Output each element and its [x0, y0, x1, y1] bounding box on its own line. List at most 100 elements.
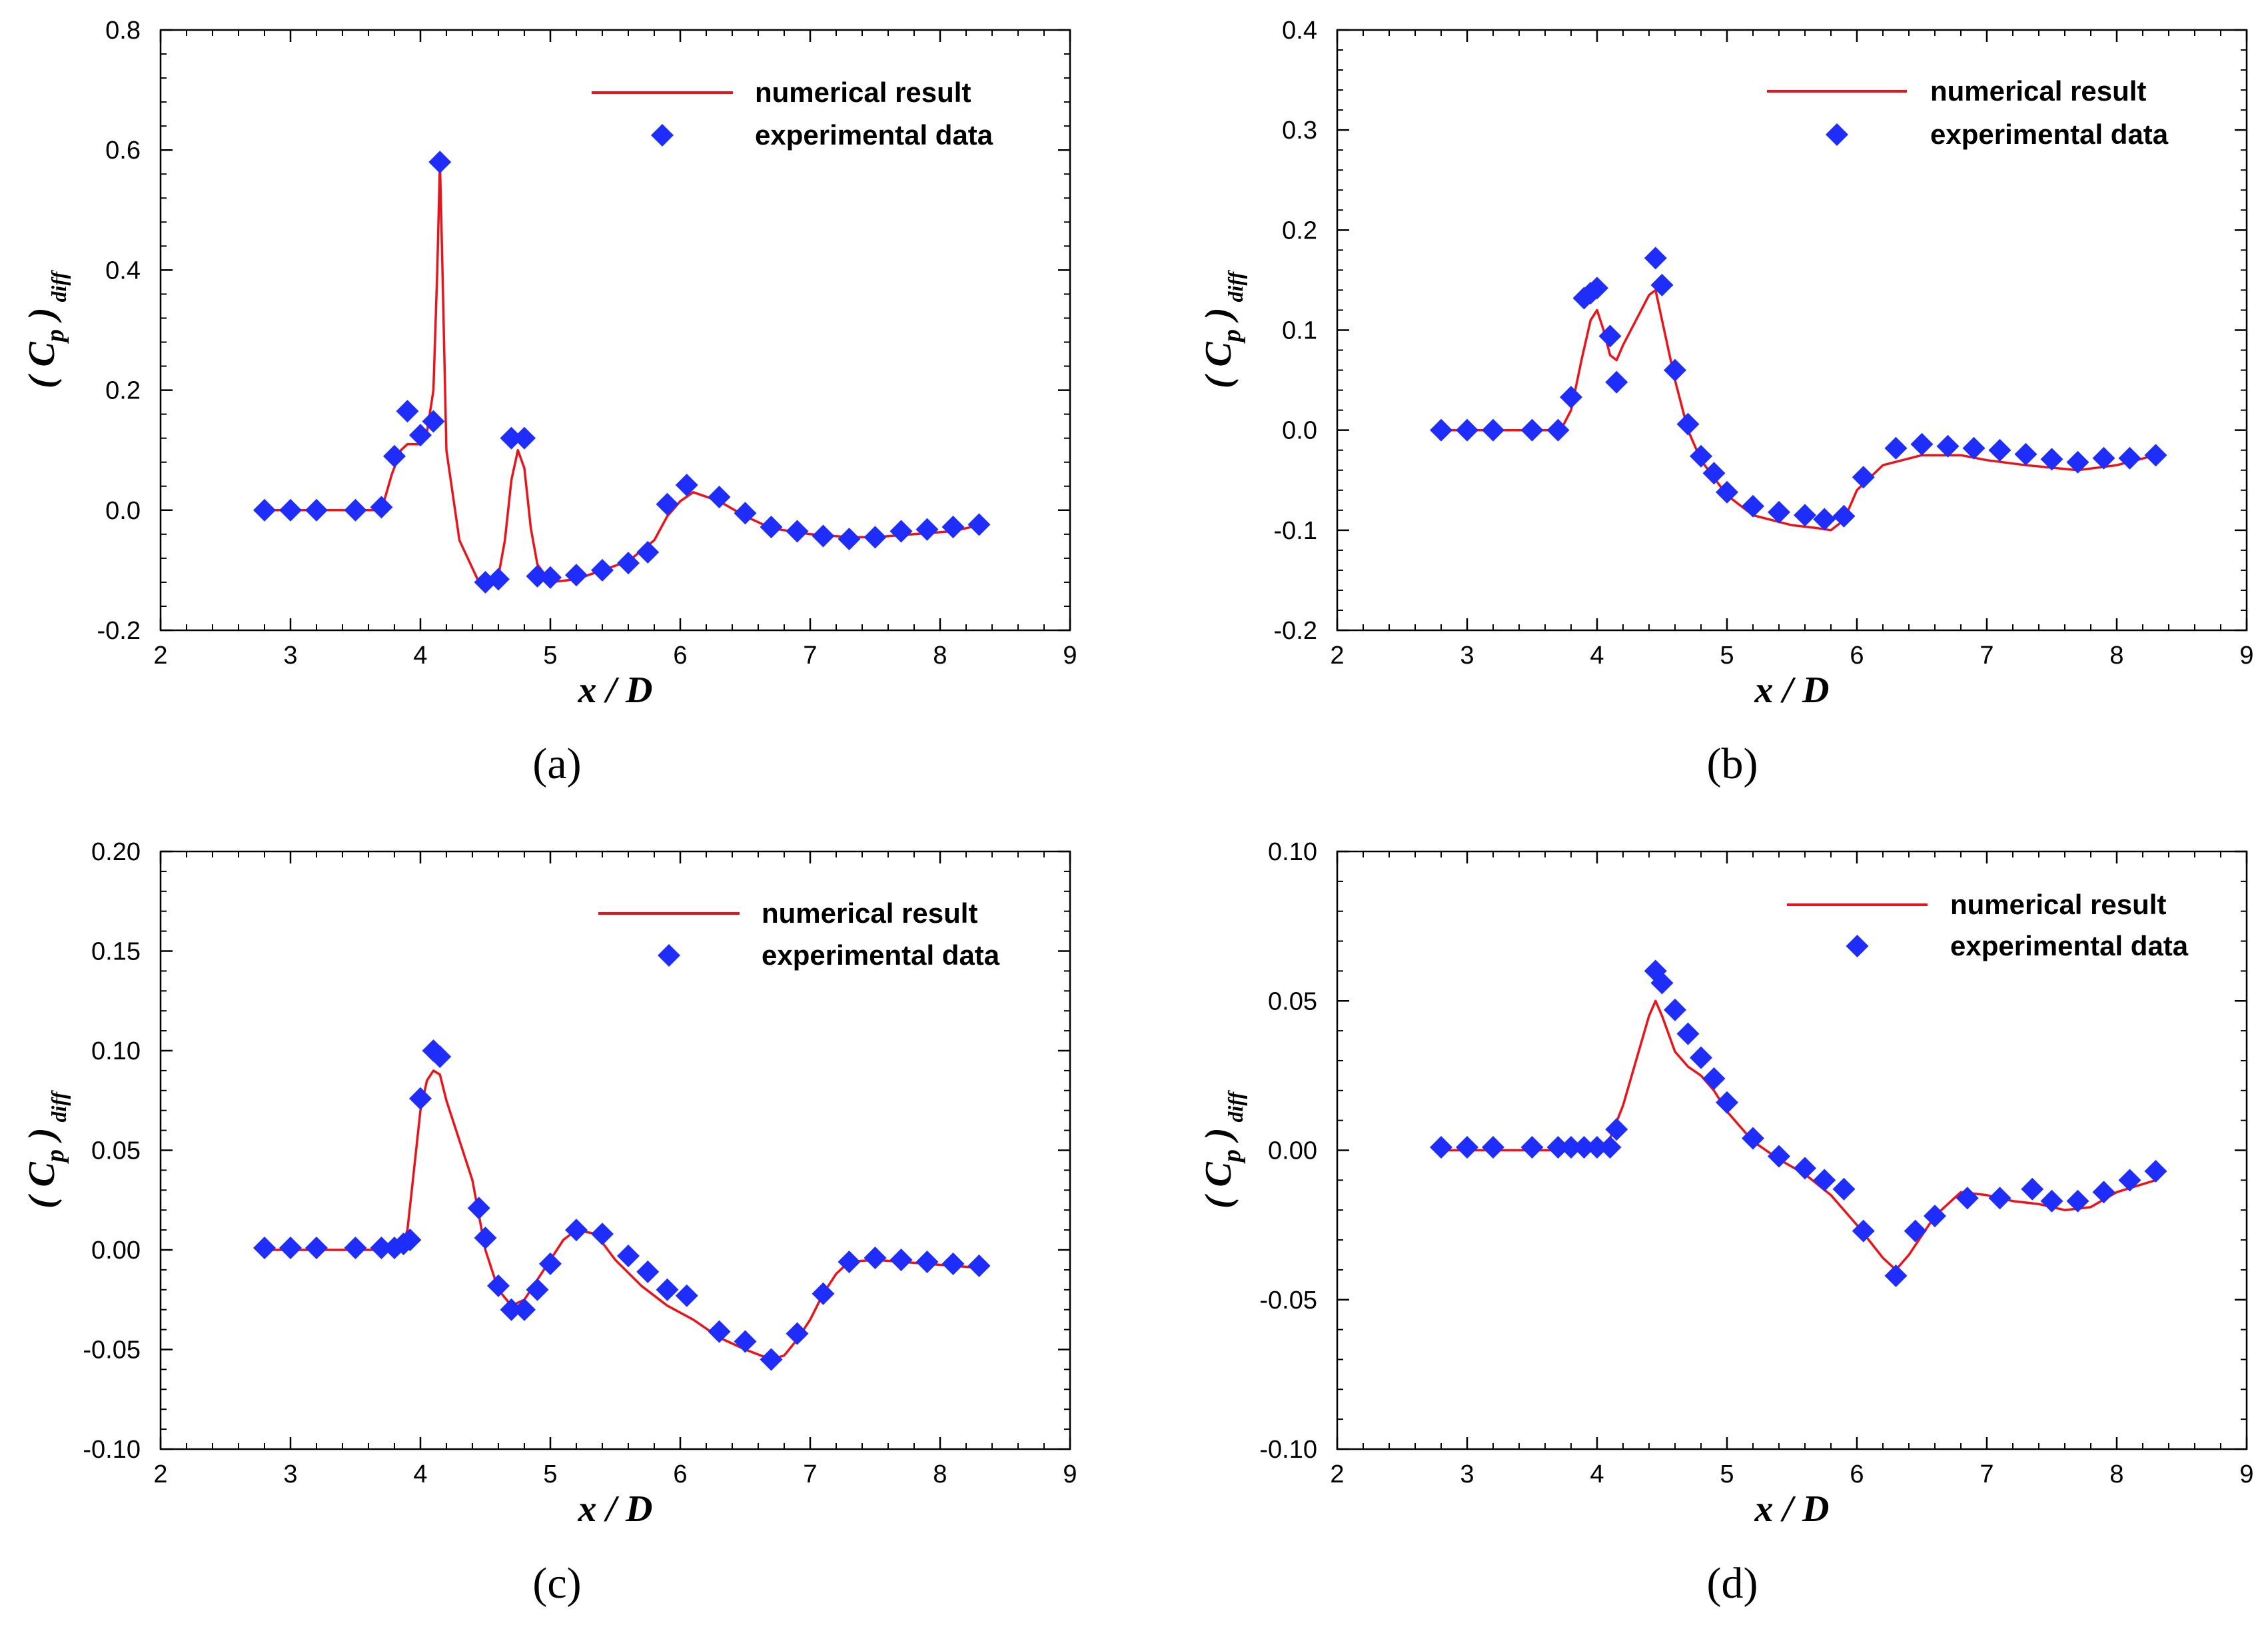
legend: numerical result experimental data [592, 77, 993, 151]
y-tick-label: 0.0 [105, 497, 141, 525]
x-tick-label: 9 [1063, 1460, 1077, 1488]
experimental-data-point [1546, 418, 1570, 442]
experimental-data-point [1702, 1067, 1726, 1090]
panel-label-a: (a) [532, 740, 581, 788]
y-tick-label: 0.8 [105, 17, 141, 45]
experimental-data-point [344, 498, 367, 522]
x-tick-label: 8 [933, 642, 947, 670]
experimental-data-point [1650, 273, 1674, 296]
experimental-data-point [967, 513, 991, 536]
experimental-data-point [1852, 1219, 1875, 1243]
experimental-data-point [1644, 247, 1667, 270]
experimental-data-point [428, 1045, 452, 1068]
experimental-data-point [941, 516, 965, 539]
legend: numerical result experimental data [1787, 889, 2189, 961]
experimental-data-point [734, 502, 757, 525]
experimental-data-point [1482, 1136, 1504, 1159]
experimental-data-point [636, 540, 660, 564]
experimental-data-point [1586, 1136, 1608, 1159]
experimental-data-point [1742, 1127, 1764, 1150]
y-tick-label: 0.10 [91, 1037, 141, 1065]
x-tick-label: 2 [153, 1460, 167, 1488]
experimental-data-point [1813, 508, 1836, 531]
y-tick-label: -0.1 [1274, 517, 1317, 545]
experimental-data-point [1768, 500, 1790, 524]
experimental-data-point [1936, 434, 1960, 458]
experimental-data-point [305, 1237, 328, 1260]
y-tick-label: 0.0 [1282, 417, 1317, 445]
experimental-data-point [1702, 462, 1726, 485]
y-axis-title: ( Cp ) diff [21, 270, 71, 389]
x-tick-label: 3 [1460, 642, 1474, 670]
experimental-data-point [1430, 1136, 1452, 1159]
experimental-data-point [279, 1237, 302, 1260]
x-axis-title: x / D [578, 1488, 653, 1530]
x-axis-title: x / D [578, 670, 653, 711]
experimental-data-point [838, 1250, 861, 1273]
experimental-data-point [2118, 446, 2141, 470]
experimental-data-point [305, 498, 328, 522]
experimental-data-point [760, 516, 783, 539]
legend-label-numerical: numerical result [762, 897, 977, 929]
experimental-data-point [383, 444, 406, 468]
experimental-data-point [1546, 1136, 1570, 1159]
legend-label-numerical: numerical result [1950, 889, 2166, 920]
y-tick-label: -0.2 [97, 617, 141, 645]
x-tick-label: 7 [1980, 642, 1993, 670]
experimental-data-point [467, 1197, 490, 1220]
experimental-data-point [1884, 1264, 1908, 1287]
experimental-data-point [565, 1219, 588, 1242]
experimental-data-point [1605, 1118, 1628, 1141]
experimental-data-point [2066, 1189, 2089, 1213]
x-tick-label: 5 [543, 642, 557, 670]
experimental-data-point [708, 1320, 731, 1343]
y-tick-label: 0.15 [91, 938, 141, 966]
x-tick-label: 9 [1063, 642, 1077, 670]
y-axis-title: ( Cp ) diff [1198, 270, 1247, 389]
experimental-data-point [513, 426, 536, 450]
experimental-data-point [526, 1278, 549, 1301]
legend-label-experimental: experimental data [755, 119, 993, 151]
x-axis-title: x / D [1754, 1488, 1830, 1530]
y-tick-label: 0.2 [105, 377, 141, 405]
x-tick-label: 3 [1460, 1460, 1474, 1488]
experimental-data-point [279, 498, 302, 522]
experimental-data-point [889, 520, 913, 543]
experimental-data-point [1650, 971, 1674, 995]
experimental-data-point [253, 498, 276, 522]
experimental-data-point [1560, 386, 1582, 409]
experimental-data-point [1520, 418, 1544, 442]
experimental-data-point [1598, 1136, 1622, 1159]
legend-label-numerical: numerical result [755, 77, 971, 108]
x-tick-label: 6 [673, 1460, 687, 1488]
experimental-data-point [1794, 504, 1816, 527]
legend-marker-swatch [658, 944, 680, 967]
experimental-data-point [2014, 442, 2037, 466]
experimental-data-point [617, 1244, 640, 1267]
y-tick-label: 0.1 [1282, 317, 1317, 345]
experimental-data-point [500, 1298, 523, 1321]
y-tick-label: 0.00 [91, 1237, 141, 1265]
experimental-data-point [1962, 436, 1985, 460]
chart-panel-c: 2 3 4 5 6 7 8 9 -0.10 -0.05 0.00 0.05 0.10 0.15 0.20 x … [21, 838, 1077, 1608]
experimental-data-point [812, 1282, 835, 1305]
chart-panel-d: 2 3 4 5 6 7 8 9 -0.10 -0.05 0.00 0.05 0.10 x / D ( Cp … [1198, 838, 2254, 1608]
experimental-data-point [1742, 494, 1764, 518]
experimental-data-point [1690, 1046, 1712, 1069]
panel-label-d: (d) [1707, 1559, 1758, 1608]
experimental-data-point [2118, 1169, 2141, 1192]
x-tick-label: 4 [413, 1460, 427, 1488]
x-tick-label: 6 [1850, 642, 1864, 670]
experimental-data-point [1904, 1219, 1927, 1243]
experimental-data-point [1456, 418, 1478, 442]
experimental-data-point [1430, 418, 1452, 442]
experimental-data-point [539, 566, 562, 589]
y-axis-title: ( Cp ) diff [21, 1090, 71, 1209]
x-tick-label: 5 [543, 1460, 557, 1488]
x-tick-label: 4 [1590, 1460, 1604, 1488]
y-tick-label: 0.3 [1282, 117, 1317, 145]
experimental-data-point [2066, 450, 2089, 474]
experimental-data-point [675, 473, 698, 496]
experimental-data-point [656, 492, 679, 516]
experimental-data-point [2040, 1189, 2063, 1213]
